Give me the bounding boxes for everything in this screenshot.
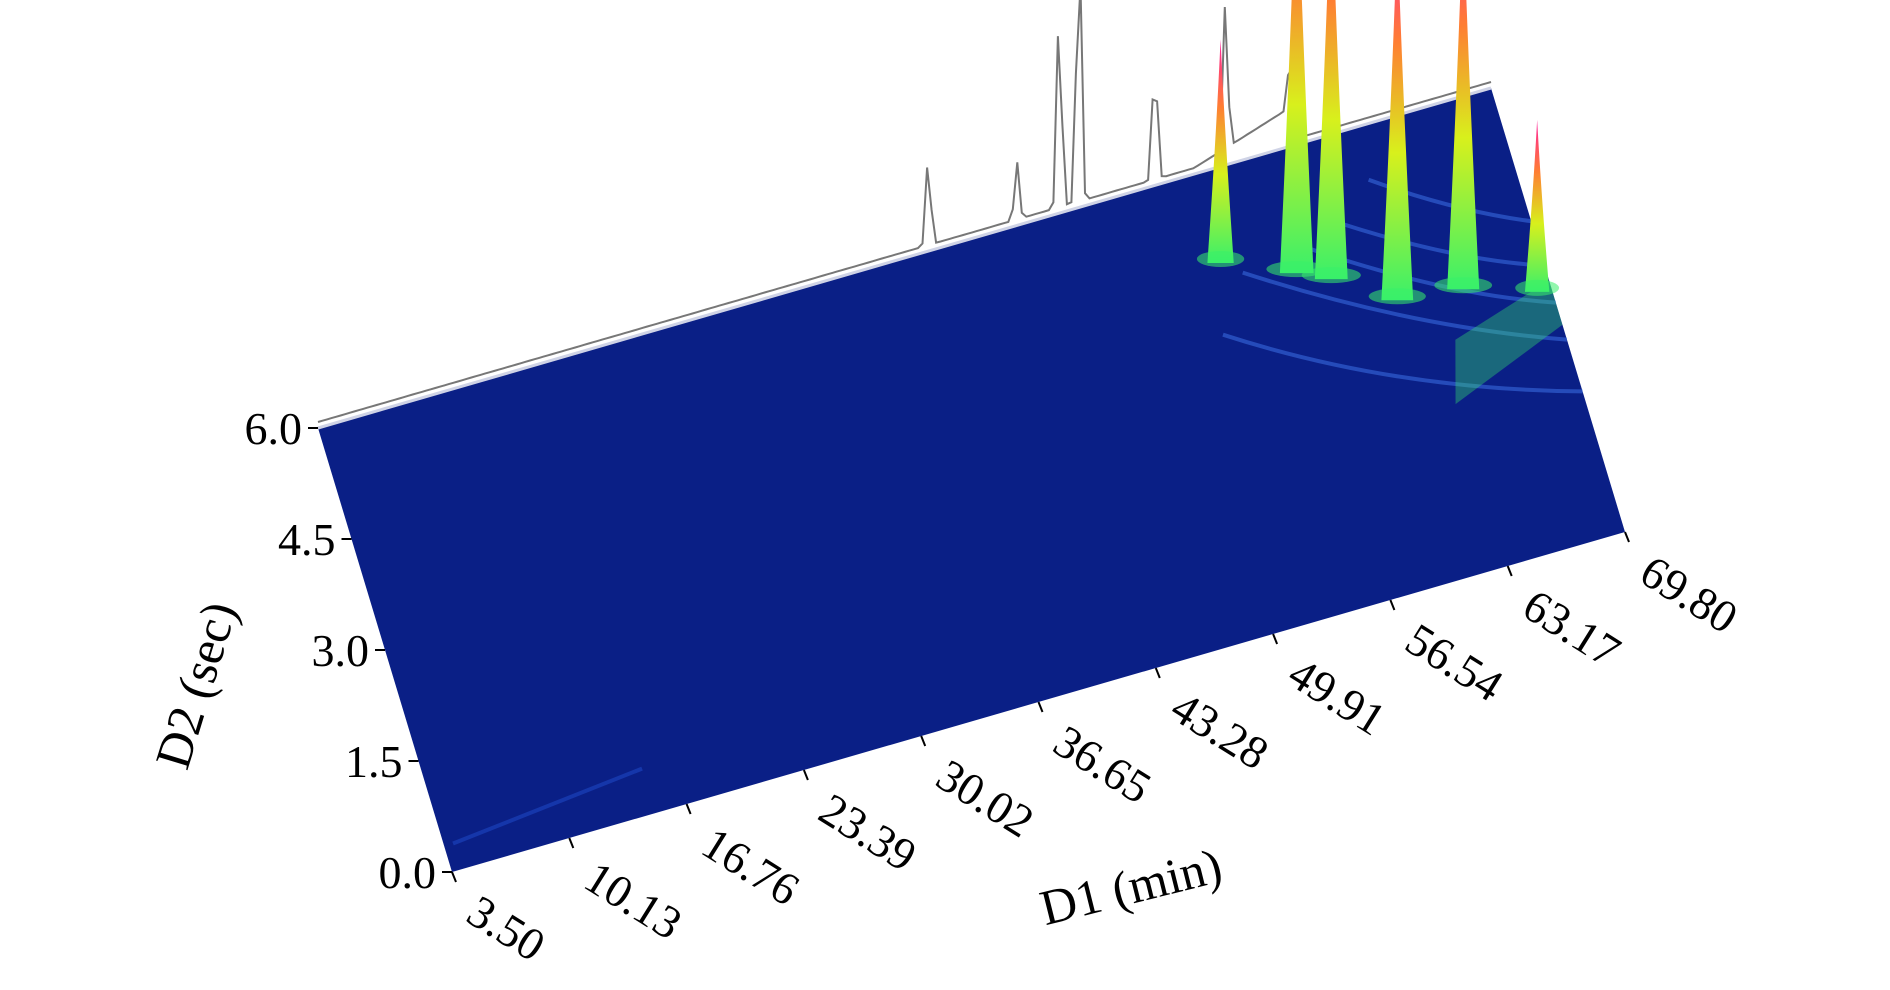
peak xyxy=(1524,119,1550,292)
x-tick-label: 56.54 xyxy=(1397,613,1512,711)
x-tick-mark xyxy=(1624,531,1630,543)
peak-base xyxy=(1368,288,1426,305)
y-tick-label: 4.5 xyxy=(278,514,336,565)
x-axis-title: D1 (min) xyxy=(1035,837,1228,936)
y-axis-ticks: 0.0 1.5 3.0 4.5 6.0 xyxy=(245,403,452,898)
peak-base xyxy=(1434,277,1493,294)
peak xyxy=(1207,39,1234,263)
x-tick-label: 16.76 xyxy=(693,817,808,915)
peak xyxy=(1314,0,1348,280)
x-tick-mark xyxy=(1506,565,1513,577)
x-tick-mark xyxy=(685,803,692,815)
chromatogram-plane xyxy=(317,86,1625,872)
x-tick-mark xyxy=(1037,701,1044,713)
x-tick-label: 43.28 xyxy=(1163,681,1278,779)
x-tick-label: 23.39 xyxy=(811,783,926,881)
x-tick-mark xyxy=(568,837,575,849)
peak-layer xyxy=(1196,0,1560,305)
x-tick-mark xyxy=(1389,599,1396,611)
peak xyxy=(1279,0,1314,274)
x-tick-label: 30.02 xyxy=(928,749,1043,847)
peak-base xyxy=(1515,279,1560,296)
band-streak xyxy=(1321,215,1545,268)
y-tick-label: 6.0 xyxy=(245,403,303,454)
peak xyxy=(1381,0,1414,301)
x-tick-label: 49.91 xyxy=(1280,647,1395,745)
y-tick-label: 1.5 xyxy=(345,736,403,787)
y-tick-label: 3.0 xyxy=(312,625,370,676)
band-region xyxy=(1455,280,1563,405)
x-tick-label: 10.13 xyxy=(576,851,691,949)
peak xyxy=(1447,0,1480,290)
plane-surface xyxy=(318,88,1625,872)
x-tick-mark xyxy=(1272,633,1279,645)
x-tick-mark xyxy=(802,769,809,781)
y-tick-label: 0.0 xyxy=(379,847,437,898)
x-tick-mark xyxy=(920,735,927,747)
peak-base xyxy=(1196,250,1245,267)
band-streak xyxy=(1222,332,1583,394)
band-streak xyxy=(1242,270,1568,342)
x-tick-mark xyxy=(451,871,457,883)
x-tick-mark xyxy=(1154,667,1161,679)
x-tick-label: 69.80 xyxy=(1632,545,1747,643)
x-tick-label: 63.17 xyxy=(1514,579,1629,677)
y-axis-title: D2 (sec) xyxy=(144,595,247,775)
x-tick-label: 36.65 xyxy=(1045,715,1160,813)
peak-base xyxy=(1301,267,1361,284)
x-tick-label: 3.50 xyxy=(459,885,554,971)
band-streak xyxy=(452,766,643,846)
